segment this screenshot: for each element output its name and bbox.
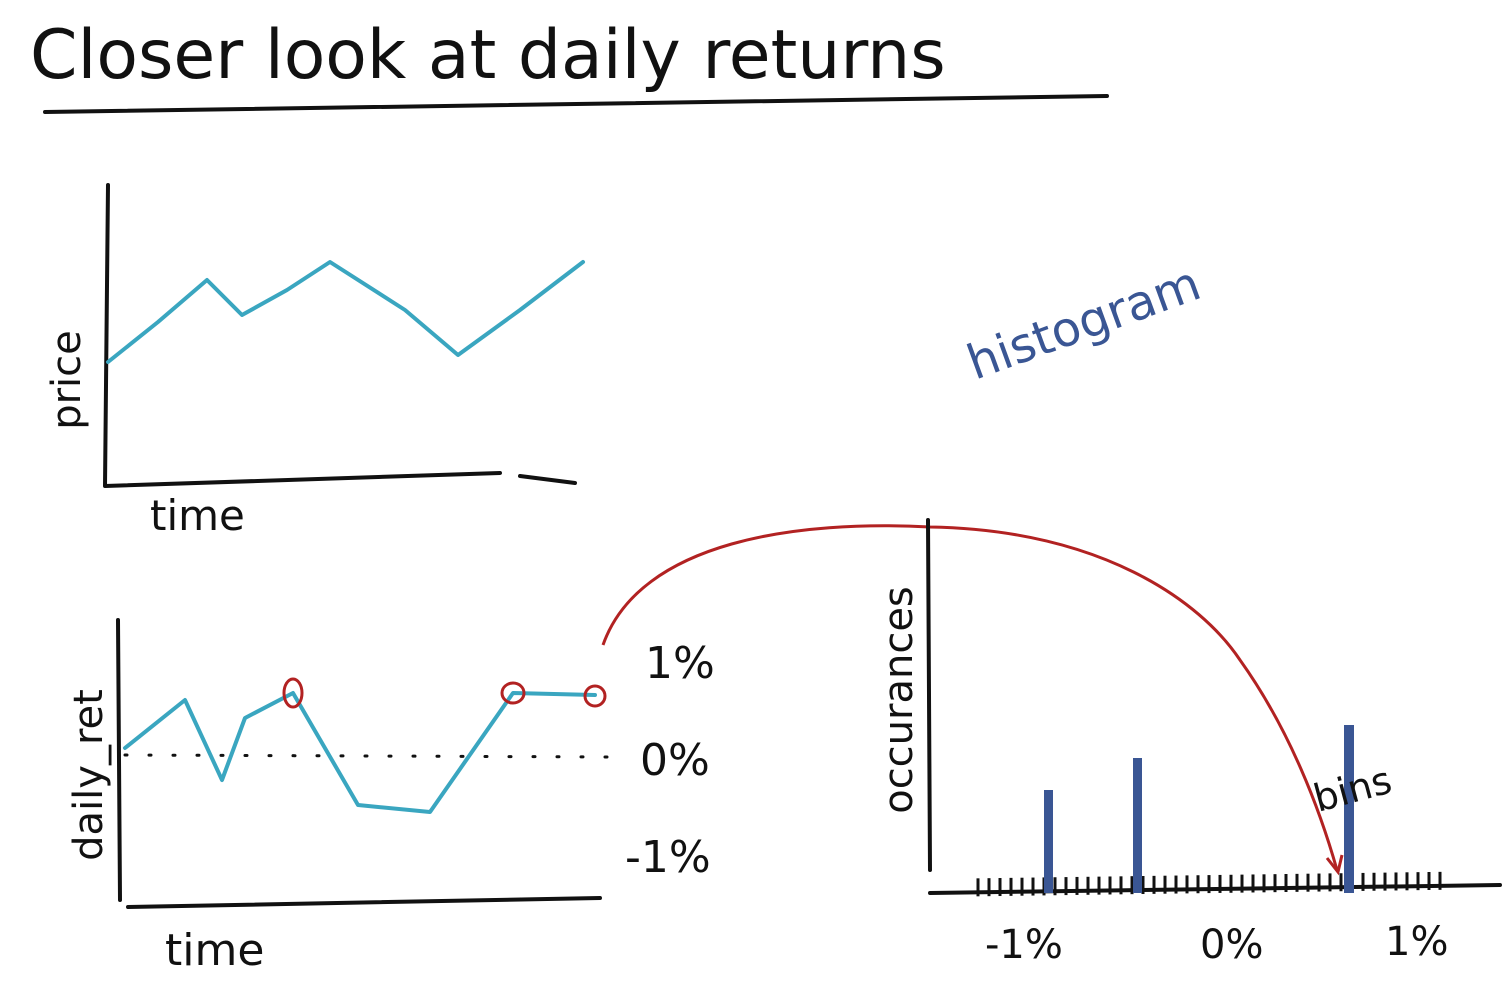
price-x-label: time	[150, 491, 245, 540]
highlight-circle	[282, 677, 304, 709]
level-label: 1%	[645, 638, 715, 689]
histogram-x-label: 0%	[1200, 922, 1263, 968]
highlight-circle	[500, 681, 526, 705]
returns-y-label: daily_ret	[66, 689, 112, 861]
returns-axes	[116, 618, 602, 909]
price-line	[106, 260, 585, 364]
arrow-head	[1325, 854, 1344, 876]
price-axes	[103, 183, 577, 488]
price-y-label: price	[44, 330, 90, 430]
histogram-bar	[1344, 725, 1354, 893]
returns-x-label: time	[165, 925, 264, 976]
title-underline	[43, 94, 1109, 114]
histogram-bar	[1044, 790, 1053, 893]
returns-line	[123, 691, 597, 814]
zero-line	[123, 753, 617, 759]
histogram-y-label: occurances	[876, 586, 922, 814]
highlight-circle	[583, 684, 607, 708]
level-label: 0%	[640, 735, 710, 786]
histogram-x-label: -1%	[985, 922, 1063, 968]
title: Closer look at daily returns	[30, 16, 946, 95]
bin-ticks	[976, 871, 1442, 897]
connector-arrow	[601, 524, 1339, 871]
histogram-bar	[1133, 758, 1142, 893]
histogram-x-label: 1%	[1385, 919, 1448, 965]
histogram-axes	[926, 518, 1502, 895]
level-label: -1%	[625, 832, 711, 883]
